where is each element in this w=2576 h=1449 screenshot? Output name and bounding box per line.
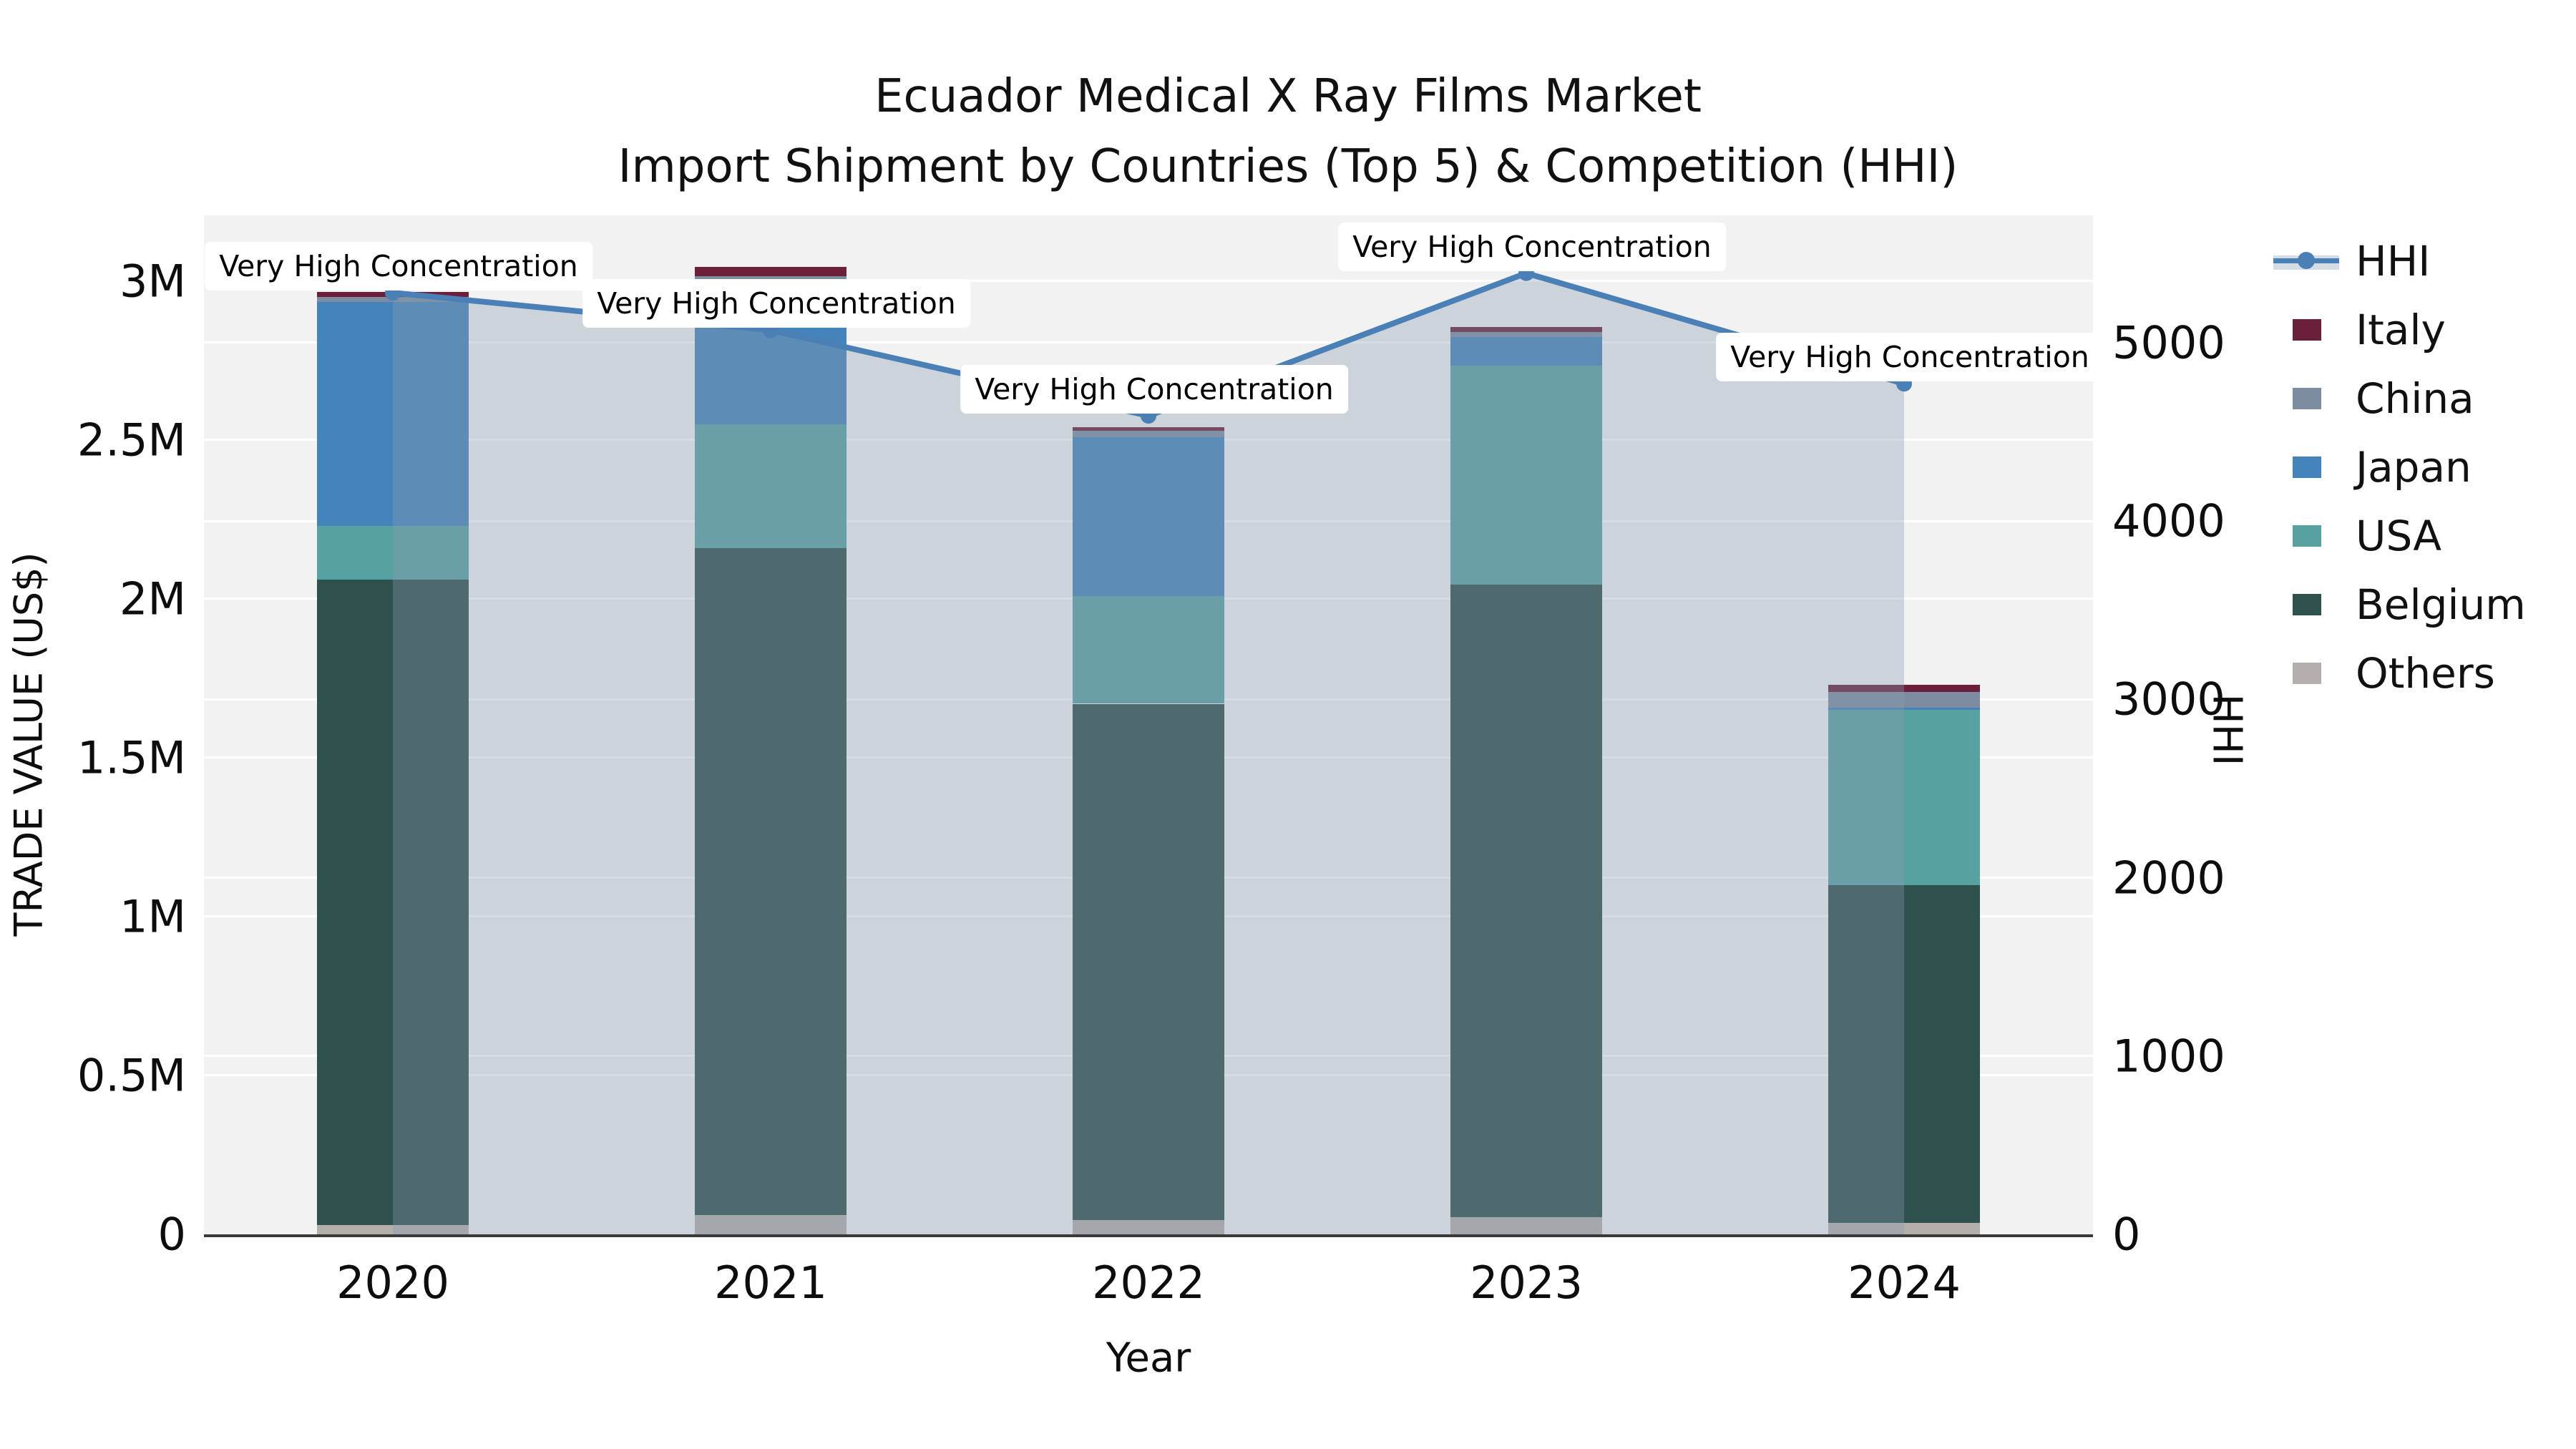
gridline	[204, 341, 2093, 344]
bar-segment-others-2020	[317, 1224, 469, 1234]
annotation-2023: Very High Concentration	[1338, 222, 1726, 271]
plot-area: Very High Concentration Very High Concent…	[204, 215, 2104, 1237]
bar-segment-china-2023	[1450, 331, 1602, 337]
legend-swatch-belgium	[2293, 594, 2321, 615]
y-right-tick-5000: 5000	[2112, 316, 2225, 369]
hhi-area-fill	[393, 273, 1904, 1234]
hhi-line-legend-icon	[2273, 250, 2339, 272]
legend-item-italy: Italy	[2273, 296, 2446, 364]
legend-swatch-others	[2293, 663, 2321, 684]
legend-item-china: China	[2273, 364, 2474, 433]
bar-segment-usa-2022	[1073, 595, 1224, 704]
bar-segment-usa-2023	[1450, 365, 1602, 585]
x-tick-2024: 2024	[1848, 1257, 1961, 1309]
bar-segment-italy-2021	[695, 266, 847, 277]
legend-label-others: Others	[2356, 649, 2495, 698]
x-tick-2023: 2023	[1470, 1257, 1583, 1309]
legend-item-others: Others	[2273, 639, 2495, 708]
annotation-2021: Very High Concentration	[582, 279, 970, 328]
x-tick-2021: 2021	[714, 1257, 827, 1309]
y-left-tick-0: 0	[157, 1208, 186, 1261]
bar-segment-usa-2020	[317, 525, 469, 580]
legend-label-belgium: Belgium	[2356, 580, 2526, 629]
bar-segment-china-2022	[1073, 430, 1224, 437]
x-axis-label: Year	[1106, 1335, 1191, 1382]
bar-segment-belgium-2021	[695, 547, 847, 1216]
bar-segment-others-2023	[1450, 1216, 1602, 1234]
legend-item-belgium: Belgium	[2273, 570, 2526, 639]
annotation-2024: Very High Concentration	[1716, 333, 2104, 382]
legend-label-japan: Japan	[2356, 443, 2472, 492]
hhi-marker-legend-dot	[2298, 252, 2315, 269]
y-left-tick-1M: 1M	[119, 890, 186, 943]
chart-title: Ecuador Medical X Ray Films Market	[874, 70, 1702, 123]
bar-segment-usa-2021	[695, 424, 847, 548]
y-axis-right-label: HHI	[2203, 693, 2250, 766]
legend-item-japan: Japan	[2273, 433, 2472, 502]
annotation-2022: Very High Concentration	[960, 365, 1348, 414]
bar-segment-belgium-2020	[317, 580, 469, 1225]
bar-segment-belgium-2024	[1828, 884, 1980, 1224]
legend-swatch-italy	[2293, 319, 2321, 341]
y-right-tick-1000: 1000	[2112, 1030, 2225, 1083]
bar-segment-italy-2023	[1450, 326, 1602, 332]
y-left-tick-3M: 3M	[119, 255, 186, 308]
legend-label-usa: USA	[2356, 512, 2442, 560]
bar-segment-japan-2024	[1828, 707, 1980, 711]
bar-segment-belgium-2022	[1073, 703, 1224, 1221]
legend-label-china: China	[2356, 374, 2474, 423]
legend-label-italy: Italy	[2356, 306, 2446, 354]
legend-swatch-usa	[2293, 525, 2321, 547]
chart-subtitle: Import Shipment by Countries (Top 5) & C…	[618, 140, 1958, 193]
x-tick-2022: 2022	[1092, 1257, 1205, 1309]
bar-segment-belgium-2023	[1450, 584, 1602, 1217]
legend-label-hhi: HHI	[2356, 237, 2431, 286]
bar-segment-italy-2022	[1073, 426, 1224, 431]
y-right-tick-2000: 2000	[2112, 852, 2225, 904]
y-left-tick-2M: 2M	[119, 572, 186, 625]
bar-segment-others-2022	[1073, 1220, 1224, 1234]
y-left-tick-0.5M: 0.5M	[77, 1049, 186, 1102]
y-axis-left-label: TRADE VALUE (US$)	[6, 552, 52, 937]
y-right-tick-0: 0	[2112, 1208, 2141, 1261]
legend-swatch-china	[2293, 388, 2321, 409]
legend-item-hhi: HHI	[2273, 227, 2430, 296]
y-right-tick-4000: 4000	[2112, 494, 2225, 547]
legend-swatch-japan	[2293, 457, 2321, 478]
x-tick-2020: 2020	[336, 1257, 449, 1309]
annotation-2020: Very High Concentration	[205, 242, 592, 291]
bar-segment-japan-2023	[1450, 336, 1602, 366]
y-left-tick-1.5M: 1.5M	[77, 731, 186, 784]
gridline	[204, 280, 2093, 283]
bar-segment-usa-2024	[1828, 710, 1980, 885]
y-left-tick-2.5M: 2.5M	[77, 414, 186, 467]
bar-segment-china-2024	[1828, 691, 1980, 708]
y-right-tick-3000: 3000	[2112, 673, 2225, 726]
bar-segment-others-2021	[695, 1215, 847, 1234]
bar-segment-japan-2020	[317, 301, 469, 526]
bar-segment-others-2024	[1828, 1223, 1980, 1234]
bar-segment-japan-2022	[1073, 436, 1224, 596]
bar-segment-italy-2024	[1828, 684, 1980, 692]
legend-item-usa: USA	[2273, 502, 2441, 570]
